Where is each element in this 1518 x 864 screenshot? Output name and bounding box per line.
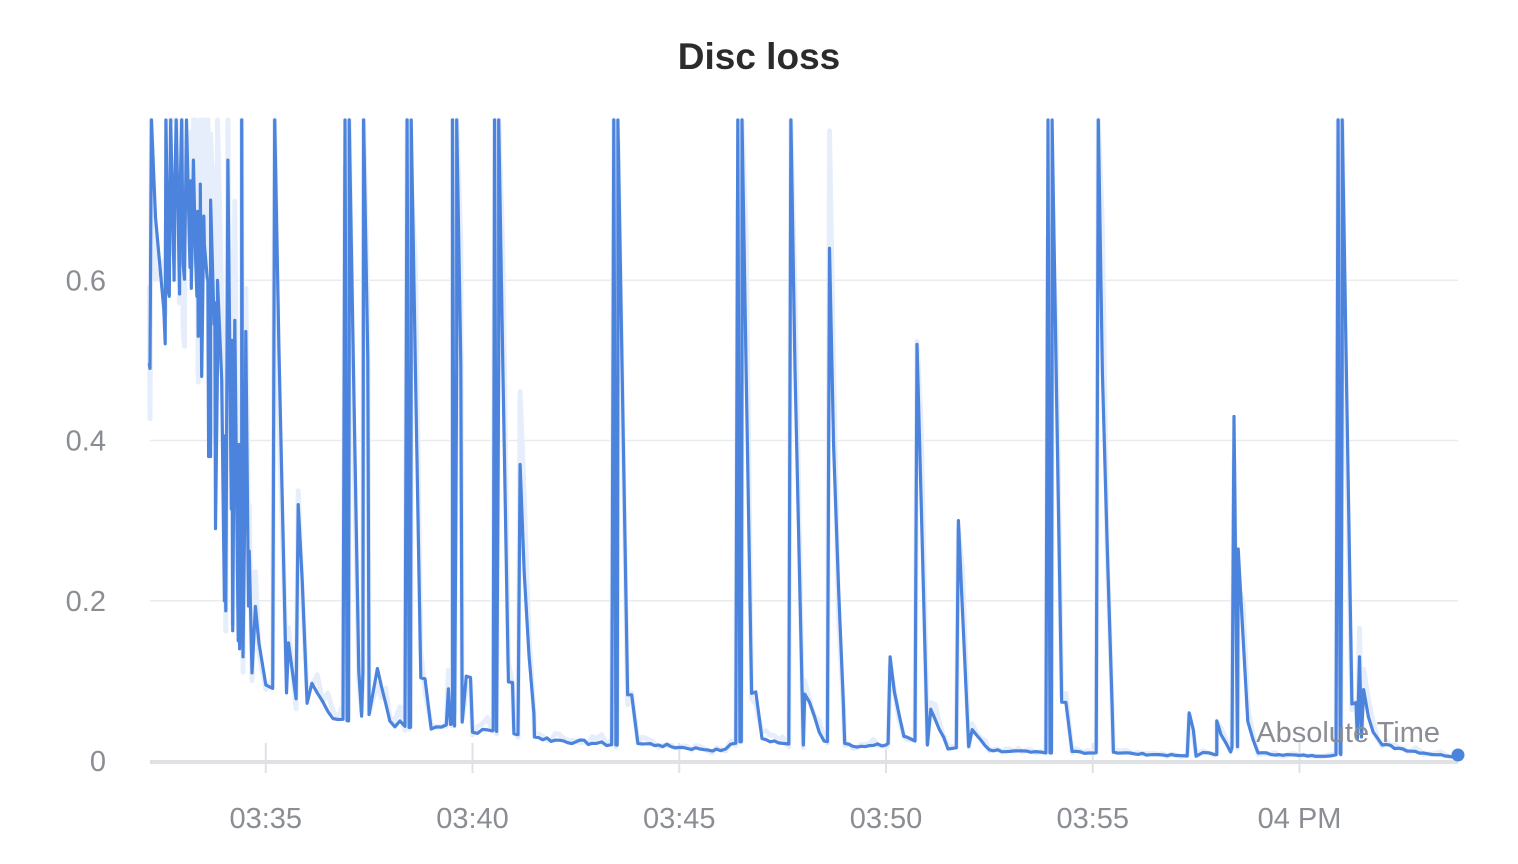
smoothed-series [147, 118, 1465, 762]
chart-title: Disc loss [677, 36, 841, 77]
y-tick-label-2: 0.4 [66, 426, 106, 458]
y-tick-label-3: 0.6 [66, 265, 106, 297]
x-tick-label-2: 03:45 [643, 803, 716, 835]
tick-labels: 0 0.2 0.4 0.6 03:35 03:40 03:45 03:50 03:55 04 PM… [66, 265, 1440, 835]
last-point-marker[interactable] [1451, 748, 1465, 762]
x-tick-label-0: 03:35 [229, 803, 302, 835]
x-tick-label-4: 03:55 [1056, 803, 1129, 835]
y-tick-label-0: 0 [90, 746, 106, 778]
x-tick-label-5: 04 PM [1258, 803, 1342, 835]
series-line [147, 118, 1459, 759]
y-tick-label-1: 0.2 [66, 586, 106, 618]
x-tick-label-3: 03:50 [850, 803, 923, 835]
x-axis-label: Absolute Time [1256, 717, 1440, 749]
x-tick-label-1: 03:40 [436, 803, 509, 835]
